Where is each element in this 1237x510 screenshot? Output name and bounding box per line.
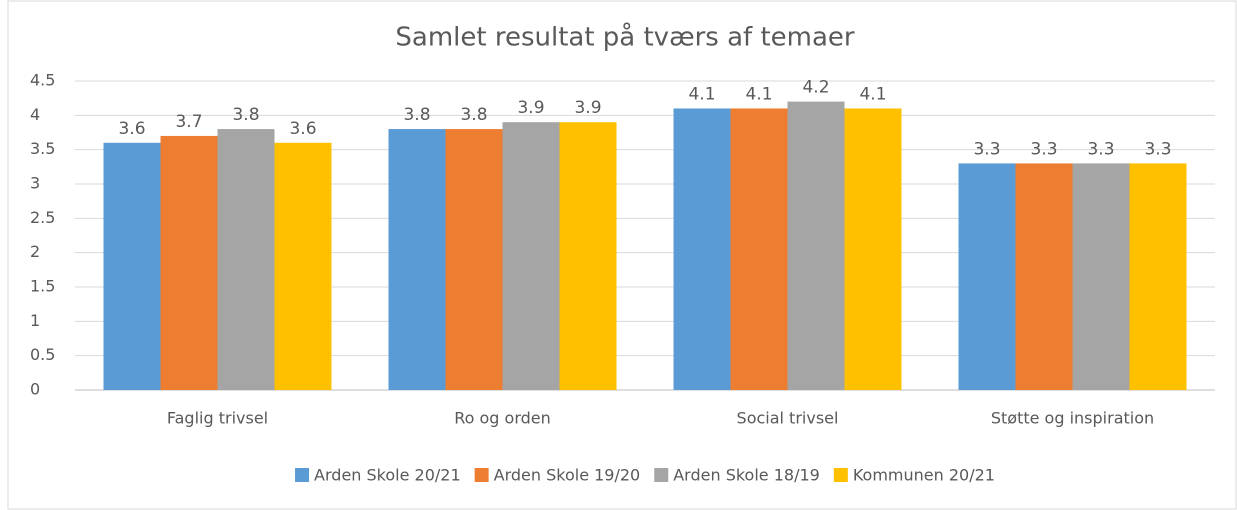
x-tick-label: Støtte og inspiration xyxy=(991,409,1154,428)
legend-swatch xyxy=(474,468,489,482)
data-label: 3.6 xyxy=(118,119,145,139)
data-label: 4.1 xyxy=(745,84,772,104)
data-label: 3.3 xyxy=(1144,139,1171,159)
bar xyxy=(502,122,560,390)
y-tick-label: 2 xyxy=(30,242,40,261)
bar xyxy=(958,163,1016,390)
y-tick-label: 4 xyxy=(30,105,40,124)
bar xyxy=(844,108,902,390)
y-tick-label: 1 xyxy=(30,311,40,330)
legend-label: Kommunen 20/21 xyxy=(853,466,995,485)
data-label: 4.1 xyxy=(688,84,715,104)
bar xyxy=(673,108,731,390)
bar xyxy=(1015,163,1073,390)
y-tick-label: 3 xyxy=(30,174,40,193)
data-label: 3.9 xyxy=(517,98,544,118)
bar xyxy=(730,108,788,390)
data-label: 3.8 xyxy=(403,105,430,125)
y-tick-label: 0.5 xyxy=(30,345,55,364)
legend-swatch xyxy=(295,468,310,482)
y-tick-label: 4.5 xyxy=(30,71,55,90)
x-tick-label: Social trivsel xyxy=(737,409,839,428)
bar xyxy=(1072,163,1130,390)
data-label: 3.3 xyxy=(973,139,1000,159)
data-label: 3.6 xyxy=(289,119,316,139)
bar xyxy=(787,101,845,390)
bar xyxy=(559,122,617,390)
data-label: 4.1 xyxy=(859,84,886,104)
x-tick-label: Faglig trivsel xyxy=(167,409,268,428)
bar xyxy=(217,129,275,391)
legend-label: Arden Skole 19/20 xyxy=(494,466,641,485)
data-label: 3.8 xyxy=(460,105,487,125)
data-label: 4.2 xyxy=(802,78,829,98)
legend-label: Arden Skole 18/19 xyxy=(673,466,820,485)
bar xyxy=(445,129,503,391)
data-label: 3.3 xyxy=(1030,139,1057,159)
bar xyxy=(274,142,332,390)
x-tick-label: Ro og orden xyxy=(454,409,551,428)
legend-swatch xyxy=(833,468,848,482)
y-tick-label: 2.5 xyxy=(30,208,55,227)
bar xyxy=(103,142,161,390)
bar xyxy=(160,135,218,390)
data-label: 3.3 xyxy=(1087,139,1114,159)
data-label: 3.8 xyxy=(232,105,259,125)
data-label: 3.7 xyxy=(175,112,202,132)
data-label: 3.9 xyxy=(574,98,601,118)
bar xyxy=(388,129,446,391)
y-tick-label: 1.5 xyxy=(30,277,55,296)
y-tick-label: 3.5 xyxy=(30,139,55,158)
bar xyxy=(1129,163,1187,390)
legend-swatch xyxy=(654,468,669,482)
legend-label: Arden Skole 20/21 xyxy=(314,466,461,485)
chart-title: Samlet resultat på tværs af temaer xyxy=(395,22,855,53)
y-tick-label: 0 xyxy=(30,380,40,399)
